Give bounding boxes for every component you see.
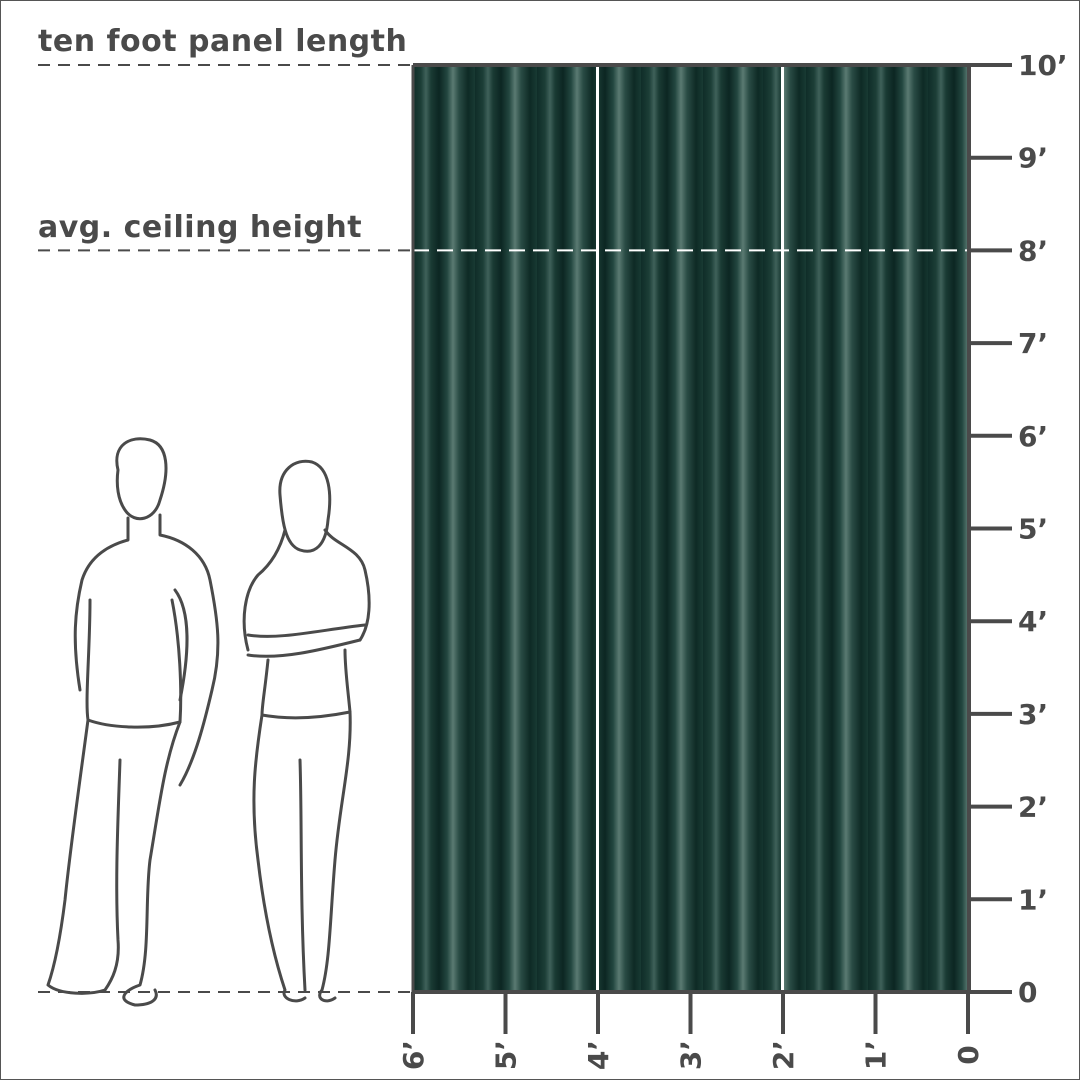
vertical-tick-label: 9’	[1018, 142, 1048, 175]
curtain-panel-2	[599, 65, 783, 992]
curtain-panel-3	[784, 65, 968, 992]
curtain-panel-1	[413, 65, 598, 992]
vertical-tick-label: 6’	[1018, 420, 1048, 453]
vertical-tick-label: 7’	[1018, 327, 1048, 360]
horizontal-tick-label: 1’	[860, 1040, 893, 1070]
horizontal-tick-label: 0	[952, 1045, 985, 1064]
vertical-tick-label: 1’	[1018, 883, 1048, 916]
horizontal-tick-label: 3’	[675, 1040, 708, 1070]
vertical-tick-label: 0	[1018, 976, 1037, 1009]
woman-figure	[242, 459, 371, 1003]
vertical-tick-label: 3’	[1018, 698, 1048, 731]
vertical-tick-label: 4’	[1018, 605, 1048, 638]
vertical-tick-label: 8’	[1018, 234, 1048, 267]
horizontal-tick-label: 5’	[490, 1040, 523, 1070]
man-figure	[46, 437, 220, 1007]
horizontal-tick-label: 6’	[397, 1040, 430, 1070]
panel-divider	[596, 65, 599, 992]
horizontal-tick-label: 4’	[582, 1040, 615, 1070]
vertical-tick-label: 2’	[1018, 791, 1048, 824]
panel-length-label: ten foot panel length	[38, 24, 408, 59]
panel-divider	[781, 65, 784, 992]
ceiling-height-label: avg. ceiling height	[38, 210, 363, 245]
vertical-tick-label: 10’	[1018, 49, 1068, 82]
vertical-tick-label: 5’	[1018, 513, 1048, 546]
horizontal-tick-label: 2’	[767, 1040, 800, 1070]
